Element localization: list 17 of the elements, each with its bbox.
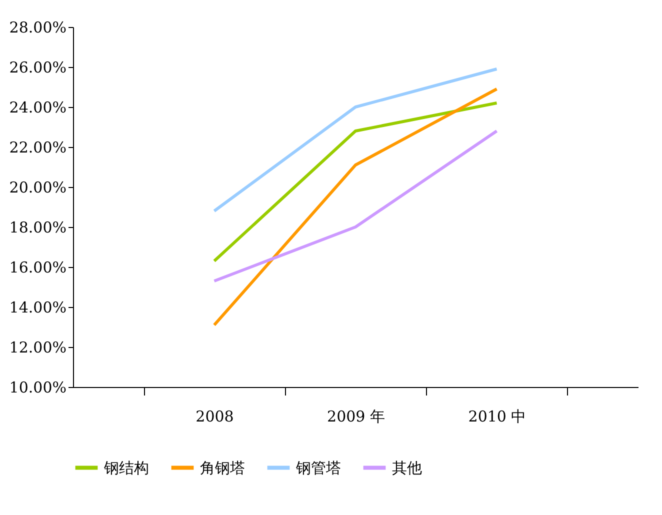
y-tick-label: 10.00% — [9, 378, 66, 396]
legend-label: 角钢塔 — [200, 458, 245, 477]
x-tick-label: 2008 — [196, 408, 234, 426]
legend-label: 其他 — [392, 458, 422, 477]
y-tick-label: 24.00% — [9, 98, 66, 116]
x-tick-label: 2009 年 — [327, 408, 385, 426]
y-tick-label: 16.00% — [9, 258, 66, 276]
y-tick-label: 18.00% — [9, 218, 66, 236]
y-tick-label: 26.00% — [9, 58, 66, 76]
y-tick-label: 22.00% — [9, 138, 66, 156]
y-tick-label: 12.00% — [9, 338, 66, 356]
legend-label: 钢管塔 — [295, 458, 341, 477]
y-tick-label: 14.00% — [9, 298, 66, 316]
y-tick-label: 20.00% — [9, 178, 66, 196]
x-tick-label: 2010 中 — [468, 408, 526, 426]
y-tick-label: 28.00% — [9, 18, 66, 36]
legend-label: 钢结构 — [103, 458, 149, 477]
